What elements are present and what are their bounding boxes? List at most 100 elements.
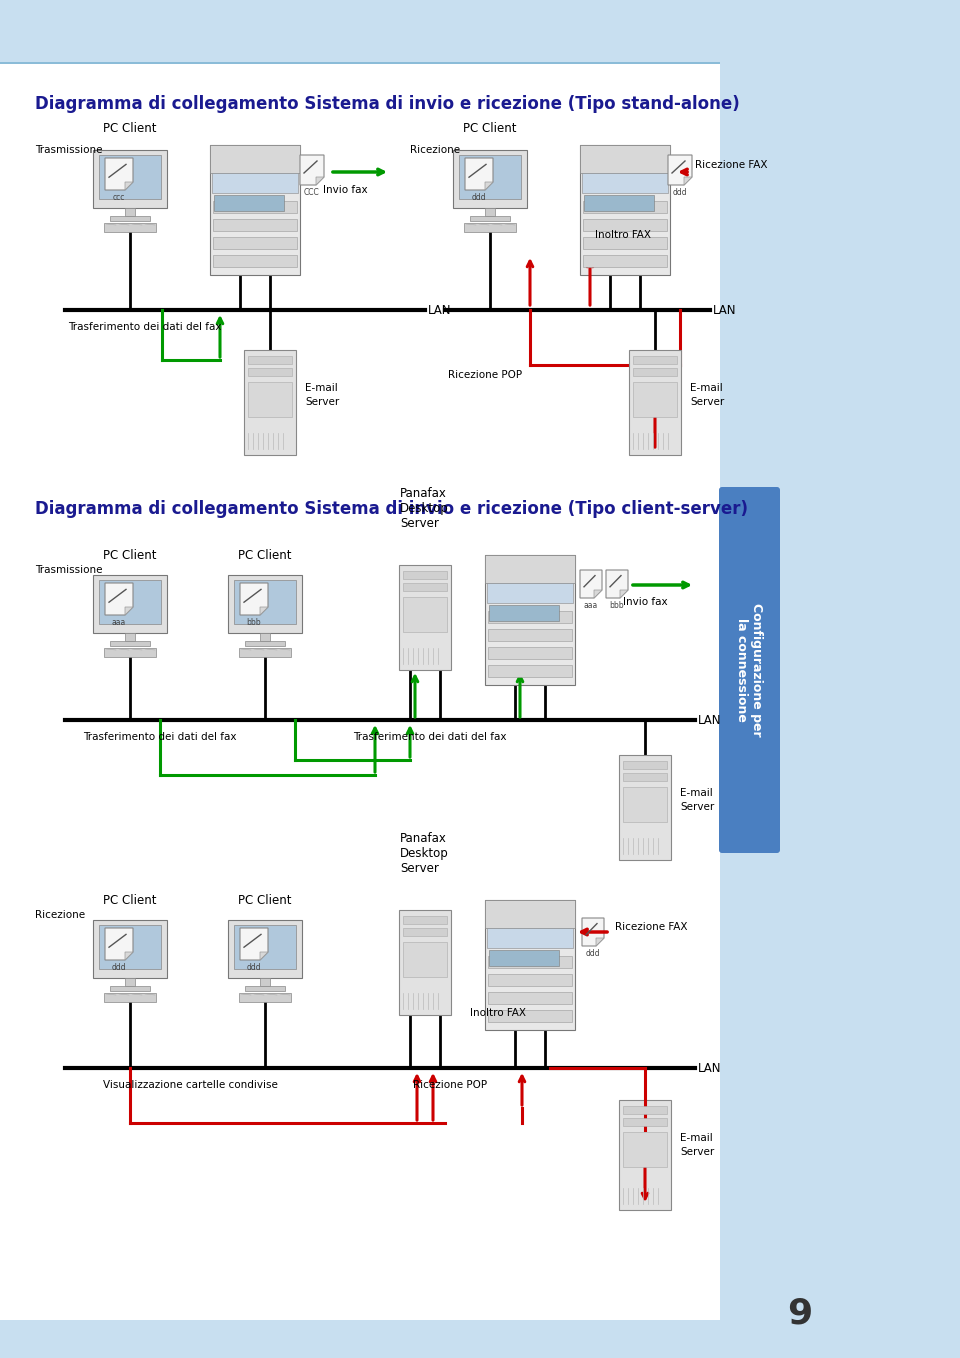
Bar	[104, 993, 156, 1002]
Bar	[403, 928, 447, 936]
Text: Trasferimento dei dati del fax: Trasferimento dei dati del fax	[68, 322, 222, 331]
Bar	[213, 255, 297, 268]
Bar	[210, 145, 300, 276]
Bar	[487, 928, 573, 948]
Text: Server: Server	[305, 397, 339, 407]
Bar	[488, 1010, 572, 1023]
Polygon shape	[485, 182, 493, 190]
Bar	[99, 925, 161, 970]
Text: E-mail: E-mail	[680, 788, 712, 799]
Bar	[485, 900, 575, 1029]
FancyBboxPatch shape	[719, 488, 780, 853]
Bar	[623, 1105, 667, 1114]
Bar	[212, 172, 298, 193]
Bar	[245, 986, 285, 991]
Bar	[633, 368, 677, 376]
Bar	[470, 216, 510, 221]
Text: bbb: bbb	[610, 602, 624, 610]
Bar	[110, 986, 150, 991]
Bar	[125, 208, 135, 216]
Text: Server: Server	[690, 397, 724, 407]
Polygon shape	[260, 607, 268, 615]
Text: Inoltro FAX: Inoltro FAX	[470, 1008, 526, 1018]
Bar	[633, 382, 677, 417]
Text: Ricezione: Ricezione	[35, 910, 85, 919]
Bar	[0, 1320, 960, 1358]
Bar	[239, 648, 291, 657]
Text: Diagramma di collegamento Sistema di invio e ricezione (Tipo stand-alone): Diagramma di collegamento Sistema di inv…	[35, 95, 740, 113]
Text: Configurazione per
la connessione: Configurazione per la connessione	[735, 603, 763, 737]
Polygon shape	[582, 918, 604, 947]
Bar	[488, 646, 572, 659]
Text: PC Client: PC Client	[104, 549, 156, 562]
Text: bbb: bbb	[247, 618, 261, 627]
Bar	[248, 356, 292, 364]
Text: LAN: LAN	[698, 1062, 722, 1074]
Polygon shape	[465, 158, 493, 190]
Bar	[399, 565, 451, 669]
Bar	[399, 910, 451, 1014]
Bar	[260, 978, 270, 986]
Polygon shape	[105, 158, 133, 190]
Bar	[0, 62, 720, 64]
Bar	[623, 760, 667, 769]
Text: Panafax
Desktop
Server: Panafax Desktop Server	[400, 488, 448, 530]
Text: E-mail: E-mail	[690, 383, 723, 392]
Text: ddd: ddd	[247, 963, 261, 972]
Bar	[93, 919, 167, 978]
Polygon shape	[240, 583, 268, 615]
Text: PC Client: PC Client	[464, 122, 516, 134]
Bar	[489, 951, 559, 966]
Text: CCC: CCC	[304, 187, 320, 197]
Bar	[214, 196, 284, 210]
Text: LAN: LAN	[428, 303, 451, 316]
Polygon shape	[300, 155, 324, 185]
Text: LAN: LAN	[698, 713, 722, 727]
Bar	[248, 382, 292, 417]
Bar	[487, 583, 573, 603]
Bar	[583, 219, 667, 231]
Text: ddd: ddd	[673, 187, 687, 197]
Bar	[488, 974, 572, 986]
Text: Trasmissione: Trasmissione	[35, 565, 103, 574]
Bar	[623, 1133, 667, 1167]
Text: Trasferimento dei dati del fax: Trasferimento dei dati del fax	[84, 732, 237, 741]
Text: PC Client: PC Client	[104, 122, 156, 134]
Text: aaa: aaa	[584, 602, 598, 610]
Bar	[488, 956, 572, 968]
Polygon shape	[240, 928, 268, 960]
Text: PC Client: PC Client	[238, 549, 292, 562]
Bar	[210, 145, 300, 172]
Bar	[110, 216, 150, 221]
Bar	[125, 633, 135, 641]
Bar	[464, 223, 516, 232]
Polygon shape	[260, 952, 268, 960]
Text: Ricezione POP: Ricezione POP	[448, 369, 522, 380]
Polygon shape	[125, 952, 133, 960]
Bar	[403, 942, 447, 976]
Bar	[403, 598, 447, 631]
Text: Panafax
Desktop
Server: Panafax Desktop Server	[400, 832, 448, 875]
Bar	[260, 633, 270, 641]
Text: ccc: ccc	[113, 193, 125, 202]
Text: PC Client: PC Client	[104, 894, 156, 907]
Text: Ricezione: Ricezione	[410, 145, 460, 155]
Text: Inoltro FAX: Inoltro FAX	[595, 230, 651, 240]
Bar	[403, 917, 447, 923]
Bar	[93, 574, 167, 633]
Bar	[619, 1100, 671, 1210]
Bar	[99, 580, 161, 623]
Bar	[619, 755, 671, 860]
Bar	[633, 356, 677, 364]
Bar	[0, 0, 960, 62]
Text: LAN: LAN	[713, 303, 736, 316]
Bar	[239, 993, 291, 1002]
Polygon shape	[620, 589, 628, 598]
Bar	[104, 223, 156, 232]
Text: Trasferimento dei dati del fax: Trasferimento dei dati del fax	[353, 732, 507, 741]
Polygon shape	[594, 589, 602, 598]
Text: PC Client: PC Client	[238, 894, 292, 907]
Text: Diagramma di collegamento Sistema di invio e ricezione (Tipo client-server): Diagramma di collegamento Sistema di inv…	[35, 500, 748, 517]
Text: aaa: aaa	[112, 618, 126, 627]
Bar	[403, 583, 447, 591]
